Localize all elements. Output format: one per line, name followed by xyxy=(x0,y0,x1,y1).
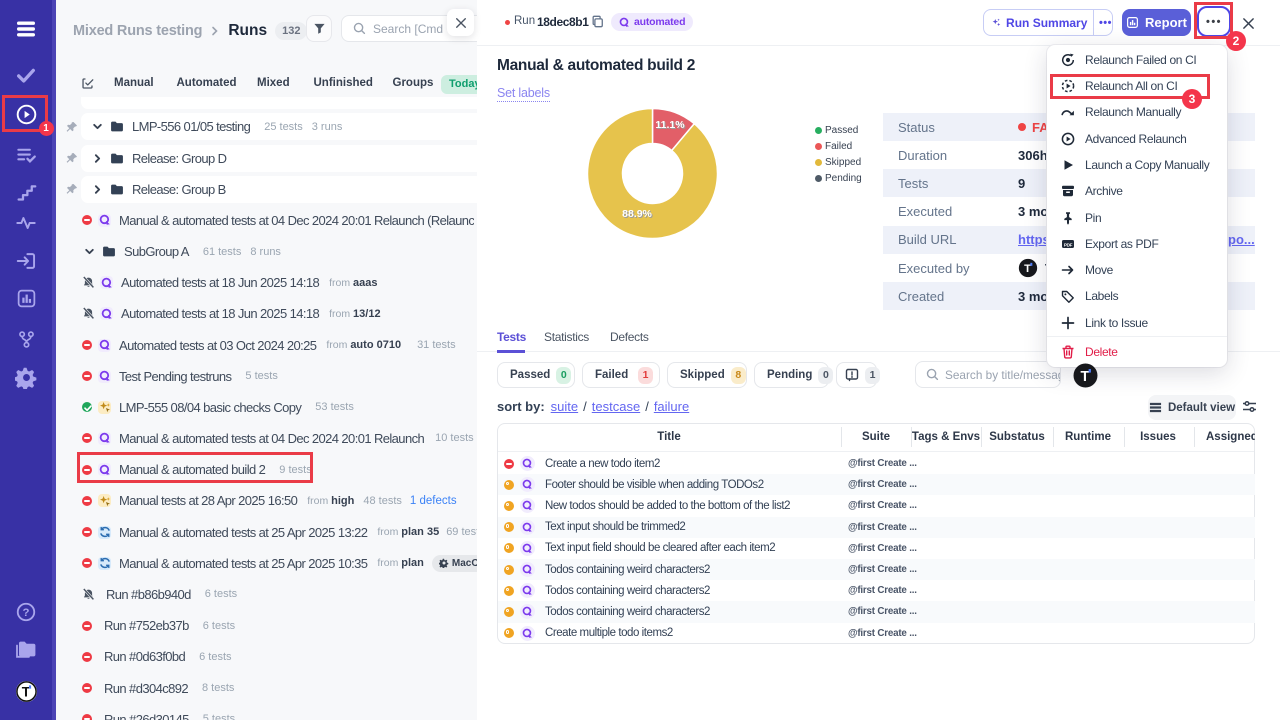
svg-text:11.1%: 11.1% xyxy=(655,119,685,131)
svg-text:88.9%: 88.9% xyxy=(623,209,653,221)
svg-text:88.9%: 88.9% xyxy=(622,208,652,220)
svg-text:T: T xyxy=(1024,263,1031,275)
svg-text:T: T xyxy=(1081,369,1090,385)
svg-text:?: ? xyxy=(23,607,30,619)
svg-text:T: T xyxy=(21,683,30,699)
svg-text:PDF: PDF xyxy=(1064,242,1073,247)
svg-text:11.1%: 11.1% xyxy=(656,120,686,132)
